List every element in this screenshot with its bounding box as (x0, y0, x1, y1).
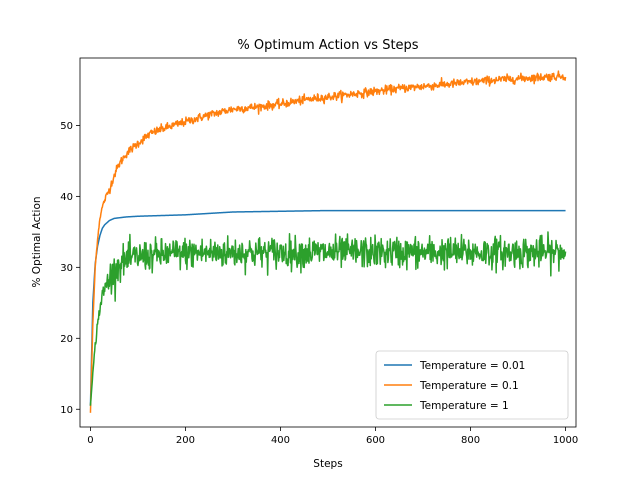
legend: Temperature = 0.01 Temperature = 0.1 Tempe… (375, 350, 569, 420)
x-tick-label: 200 (176, 435, 195, 446)
chart-title: % Optimum Action vs Steps (237, 38, 418, 53)
y-tick-label: 40 (60, 192, 73, 203)
y-tick-label: 50 (60, 121, 73, 132)
series-line-1 (89, 209, 566, 406)
series-line-3 (89, 231, 567, 406)
y-axis: 10 20 30 40 50 (60, 121, 80, 416)
legend-label: Temperature = 0.1 (419, 380, 519, 392)
x-tick-label: 800 (461, 435, 480, 446)
series-line-2 (89, 70, 567, 413)
x-axis: 0 200 400 600 800 1000 (87, 427, 578, 446)
x-axis-title: Steps (313, 458, 342, 470)
y-tick-label: 10 (60, 405, 73, 416)
x-tick-label: 400 (271, 435, 290, 446)
legend-box (375, 350, 569, 420)
legend-label: Temperature = 1 (419, 400, 509, 412)
y-tick-label: 20 (60, 334, 73, 345)
y-axis-title: % Optimal Action (31, 196, 43, 287)
x-tick-label: 0 (87, 435, 93, 446)
x-tick-label: 600 (366, 435, 385, 446)
series-layer (89, 70, 567, 413)
y-tick-label: 30 (60, 263, 73, 274)
legend-label: Temperature = 0.01 (419, 360, 525, 372)
plot-frame (79, 57, 577, 428)
x-tick-label: 1000 (553, 435, 578, 446)
